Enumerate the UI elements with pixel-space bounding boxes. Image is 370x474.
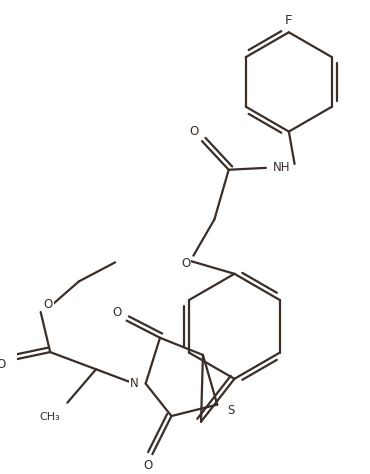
Text: NH: NH [272, 161, 290, 174]
Text: O: O [181, 257, 191, 270]
Text: O: O [143, 459, 152, 472]
Text: CH₃: CH₃ [40, 412, 61, 422]
Text: O: O [112, 307, 122, 319]
Text: O: O [0, 358, 5, 371]
Text: O: O [44, 298, 53, 311]
Text: F: F [285, 14, 293, 27]
Text: S: S [227, 404, 234, 417]
Text: N: N [130, 377, 139, 390]
Text: O: O [190, 125, 199, 138]
